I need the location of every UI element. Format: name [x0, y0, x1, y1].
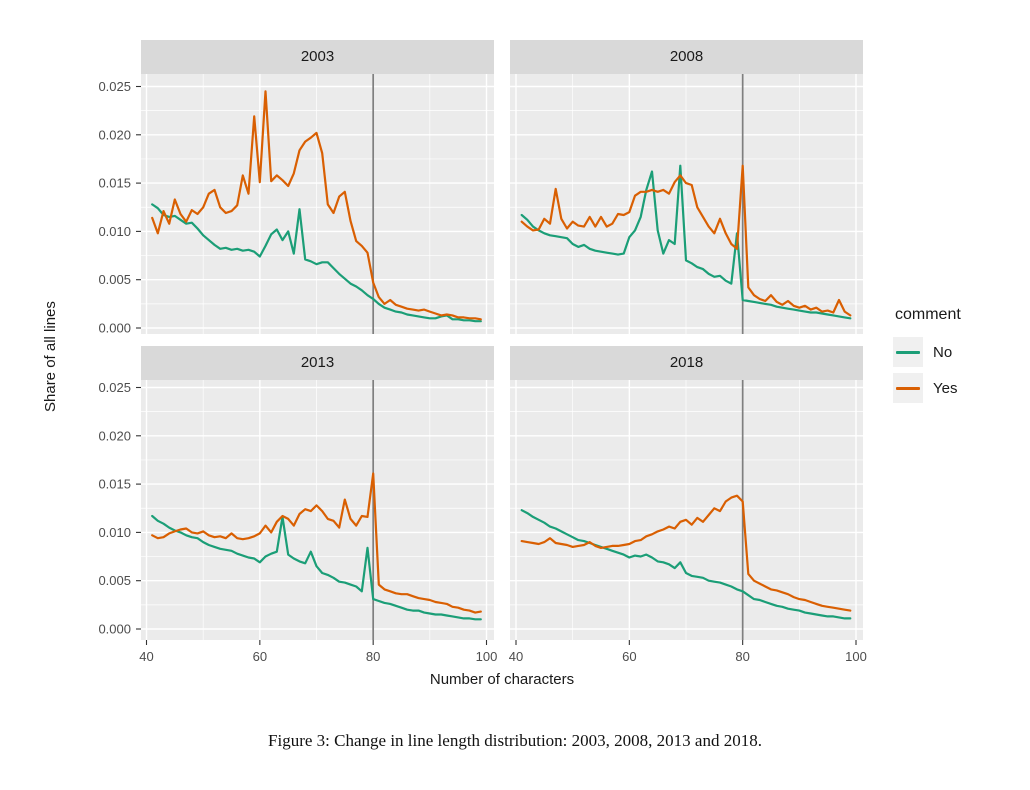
x-axis-title: Number of characters	[429, 671, 575, 688]
line-2003-Yes	[151, 90, 482, 321]
facet-strip-2018: 2018	[510, 346, 863, 380]
legend-key-yes	[893, 373, 923, 403]
x-tick-label: 40	[139, 649, 153, 664]
panel-background	[510, 380, 863, 640]
y-tick-label: 0.020	[98, 127, 131, 142]
legend-key-no	[893, 337, 923, 367]
legend-entry-no: No	[893, 334, 1028, 370]
y-tick-label: 0.005	[98, 573, 131, 588]
panel-2013	[141, 380, 494, 640]
panel-2008	[510, 74, 863, 334]
legend-key-line-icon	[896, 350, 920, 354]
y-tick-label: 0.000	[98, 622, 131, 637]
legend-label-no: No	[933, 343, 953, 361]
y-tick-label: 0.010	[98, 224, 131, 239]
line-2013-No	[151, 514, 482, 621]
panel-background	[510, 74, 863, 334]
axes: 0.000 0.005 0.010 0.015 0.020 0.025 0.000 0.005…	[98, 79, 866, 664]
x-tick-label: 80	[366, 649, 380, 664]
y-tick-label: 0.010	[98, 525, 131, 540]
facet-strip-2013: 2013	[141, 346, 494, 380]
y-tick-label: 0.015	[98, 477, 131, 492]
line-2003-No	[151, 203, 482, 323]
faceted-line-chart: 0.000 0.005 0.010 0.015 0.020 0.025 0.000 0.005…	[98, 74, 867, 664]
line-2008-No	[520, 164, 852, 320]
legend-entry-yes: Yes	[893, 370, 1028, 406]
facet-strip-2008: 2008	[510, 40, 863, 74]
panel-2003	[141, 74, 494, 334]
panel-background	[141, 74, 494, 334]
legend: comment No Yes	[893, 306, 1028, 406]
gridlines	[510, 380, 863, 640]
facet-strip-2003: 2003	[141, 40, 494, 74]
legend-title: comment	[895, 306, 961, 323]
line-2018-No	[520, 509, 852, 620]
y-tick-label: 0.025	[98, 380, 131, 395]
y-tick-label: 0.020	[98, 428, 131, 443]
figure-caption: Figure 3: Change in line length distribu…	[268, 731, 762, 750]
legend-label-yes: Yes	[933, 379, 958, 397]
y-tick-label: 0.015	[98, 176, 131, 191]
x-tick-label: 60	[622, 649, 636, 664]
panel-background	[141, 380, 494, 640]
line-2013-Yes	[151, 472, 482, 614]
y-tick-label: 0.000	[98, 321, 131, 336]
line-2008-Yes	[520, 164, 852, 317]
legend-key-line-icon	[896, 386, 920, 390]
y-tick-label: 0.025	[98, 79, 131, 94]
x-tick-label: 80	[735, 649, 749, 664]
x-tick-label: 60	[253, 649, 267, 664]
x-tick-label: 100	[476, 649, 498, 664]
y-tick-label: 0.005	[98, 272, 131, 287]
x-tick-label: 100	[845, 649, 867, 664]
line-2018-Yes	[520, 494, 852, 612]
x-tick-label: 40	[509, 649, 523, 664]
panel-2018	[510, 380, 863, 640]
y-axis-title: Share of all lines	[42, 301, 59, 413]
